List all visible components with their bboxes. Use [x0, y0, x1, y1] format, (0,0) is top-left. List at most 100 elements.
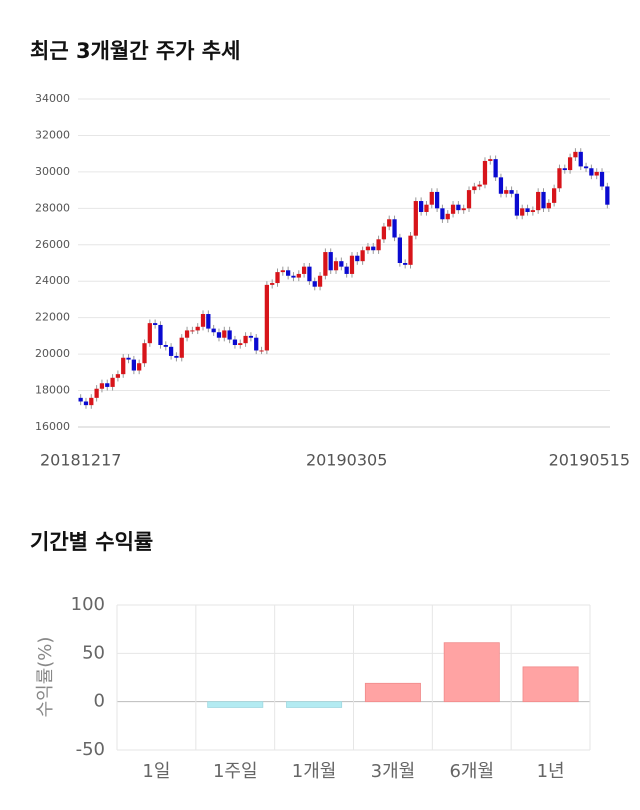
- candle-body: [158, 324, 163, 345]
- candle-body: [174, 355, 179, 358]
- candle-body: [530, 210, 535, 212]
- candle-body: [110, 377, 115, 387]
- candle-body: [429, 191, 434, 205]
- y-tick-label: 0: [94, 691, 105, 712]
- candle-body: [317, 275, 323, 287]
- candle-body: [461, 208, 466, 211]
- candle-body: [163, 345, 168, 347]
- candle-body: [78, 397, 83, 402]
- candle-body: [440, 208, 445, 220]
- candle-body: [232, 339, 238, 345]
- candle-body: [562, 168, 567, 171]
- candle-body: [89, 397, 94, 406]
- candle-body: [184, 330, 190, 338]
- x-tick-label: 20181217: [40, 451, 121, 470]
- candle-body: [381, 226, 387, 240]
- x-tick-label: 3개월: [371, 761, 416, 782]
- candle-body: [488, 159, 493, 161]
- candle-body: [594, 171, 599, 176]
- candle-body: [371, 246, 376, 251]
- candle-body: [83, 401, 89, 406]
- candle-body: [307, 266, 312, 282]
- candle-body: [493, 159, 498, 178]
- candle-body: [514, 193, 520, 216]
- candle-body: [254, 337, 259, 351]
- y-tick-label: 20000: [35, 347, 70, 360]
- candle-body: [153, 323, 158, 325]
- candle-body: [546, 202, 551, 209]
- y-tick-label: 34000: [35, 92, 70, 105]
- candle-body: [243, 335, 248, 344]
- candle-body: [147, 323, 152, 344]
- candle-body: [355, 255, 360, 262]
- candle-body: [179, 337, 184, 358]
- y-tick-label: 28000: [35, 201, 70, 214]
- candle-body: [275, 272, 280, 284]
- candle-body: [419, 201, 424, 212]
- y-tick-label: 30000: [35, 165, 70, 178]
- y-tick-label: 24000: [35, 274, 70, 287]
- candle-body: [445, 213, 450, 220]
- candle-body: [216, 332, 222, 338]
- x-tick-label: 1주일: [213, 761, 258, 782]
- candle-body: [344, 266, 349, 274]
- candle-body: [456, 204, 461, 211]
- chart-title: 최근 3개월간 주가 추세: [30, 39, 240, 63]
- candle-body: [333, 261, 339, 271]
- candle-body: [498, 177, 504, 194]
- candle-body: [195, 326, 200, 331]
- y-tick-label: 16000: [35, 420, 70, 433]
- candle-body: [137, 363, 142, 371]
- candle-body: [509, 190, 514, 194]
- candle-body: [504, 190, 509, 194]
- y-tick-label: 26000: [35, 238, 70, 251]
- candle-body: [259, 350, 264, 352]
- candle-body: [408, 235, 413, 265]
- y-tick-label: 50: [82, 642, 105, 663]
- bar: [522, 666, 579, 703]
- bar: [207, 701, 264, 708]
- candle-body: [105, 383, 110, 387]
- candle-body: [323, 252, 328, 276]
- bar: [286, 701, 343, 708]
- candle-body: [280, 270, 285, 273]
- candle-body: [536, 191, 541, 211]
- candle-body: [541, 191, 546, 209]
- bar: [443, 642, 500, 703]
- candle-body: [525, 208, 530, 212]
- candle-body: [264, 284, 269, 351]
- candle-body: [392, 219, 397, 238]
- candle-body: [360, 250, 365, 262]
- candle-body: [222, 330, 227, 338]
- candle-body: [142, 343, 147, 364]
- chart-title: 기간별 수익률: [30, 530, 153, 554]
- candle-body: [365, 246, 371, 251]
- candle-body: [312, 281, 317, 287]
- candle-body: [296, 273, 301, 278]
- candle-body: [211, 328, 216, 333]
- candle-body: [301, 266, 307, 274]
- candle-body: [339, 261, 344, 267]
- candle-body: [599, 171, 605, 187]
- candle-body: [291, 275, 296, 278]
- candle-body: [286, 270, 291, 276]
- candle-body: [131, 359, 136, 371]
- y-axis-label: 수익률(%): [35, 637, 56, 718]
- x-tick-label: 20190305: [306, 451, 387, 470]
- candle-body: [376, 239, 381, 251]
- candle-body: [589, 168, 594, 176]
- candle-body: [206, 314, 211, 329]
- candle-body: [450, 204, 456, 214]
- candle-body: [578, 151, 583, 167]
- y-tick-label: 18000: [35, 384, 70, 397]
- candle-body: [168, 346, 174, 356]
- candle-body: [238, 343, 243, 345]
- y-tick-label: -50: [76, 739, 105, 760]
- candle-body: [94, 388, 99, 398]
- candle-body: [434, 191, 440, 209]
- candle-body: [466, 190, 472, 209]
- x-tick-label: 20190515: [549, 451, 630, 470]
- x-tick-label: 6개월: [449, 761, 494, 782]
